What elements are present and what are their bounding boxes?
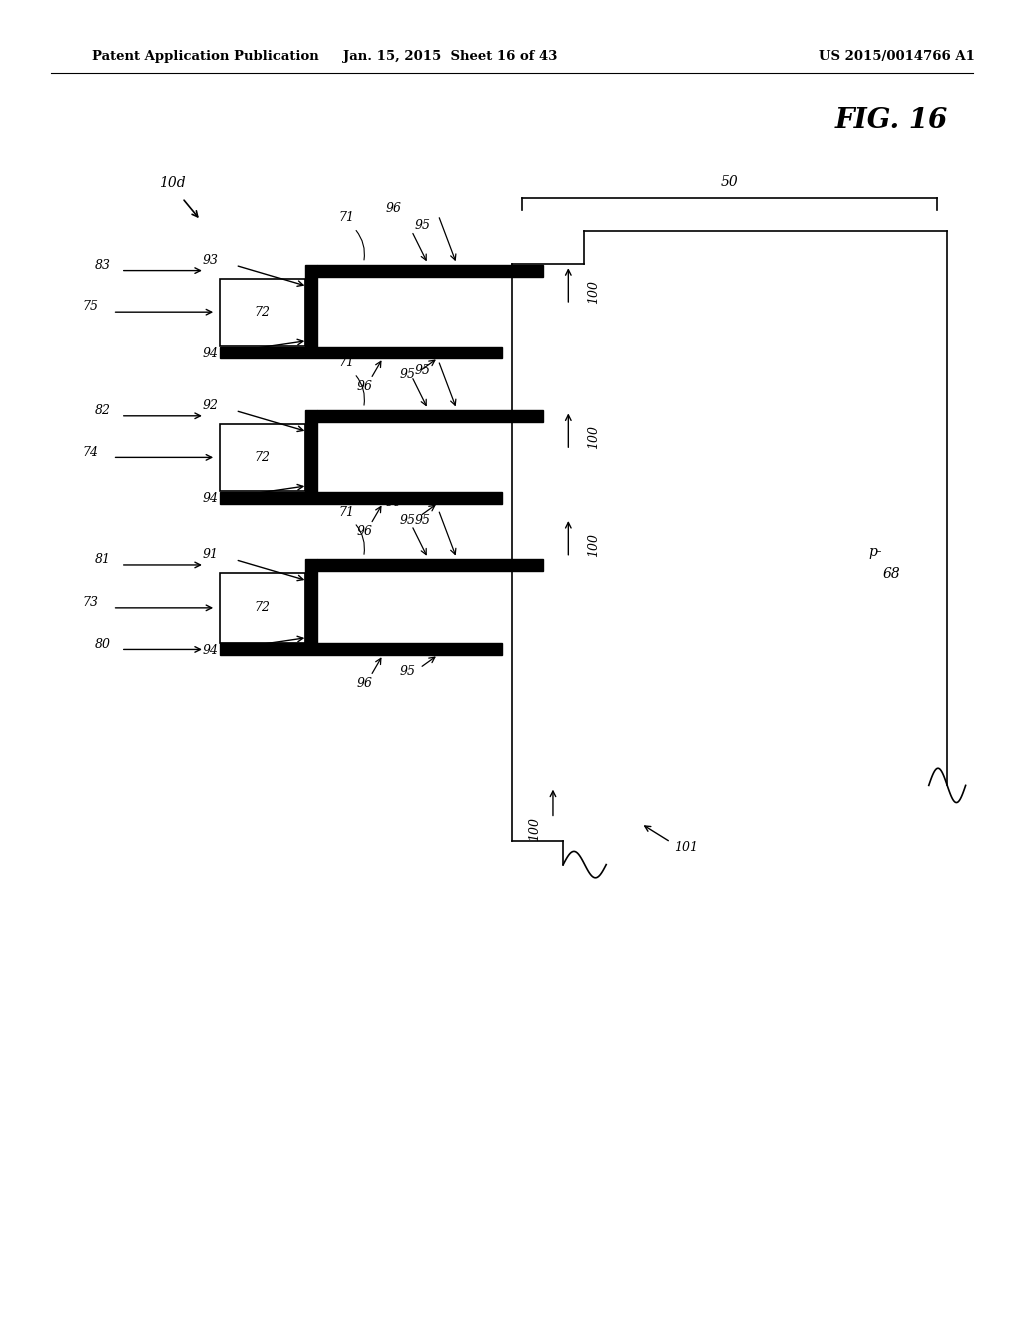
Text: 96: 96	[356, 380, 373, 393]
Text: 95: 95	[399, 368, 416, 381]
Text: 96: 96	[385, 496, 401, 510]
Text: 82: 82	[94, 404, 111, 417]
Text: 96: 96	[356, 677, 373, 690]
Text: Jan. 15, 2015  Sheet 16 of 43: Jan. 15, 2015 Sheet 16 of 43	[343, 50, 558, 63]
Bar	[220, 573, 305, 643]
Text: Patent Application Publication: Patent Application Publication	[92, 50, 318, 63]
Text: 94: 94	[202, 644, 218, 657]
Text: 100: 100	[587, 280, 600, 304]
Text: 96: 96	[356, 525, 373, 539]
Text: US 2015/0014766 A1: US 2015/0014766 A1	[819, 50, 975, 63]
Text: 72: 72	[255, 602, 270, 614]
Text: 81: 81	[94, 553, 111, 566]
Bar	[220, 346, 502, 358]
Text: 74: 74	[82, 446, 98, 458]
Bar	[317, 560, 543, 570]
Text: 83: 83	[94, 259, 111, 272]
Text: 100: 100	[587, 425, 600, 449]
Text: 50: 50	[721, 174, 738, 189]
Bar	[220, 643, 502, 655]
Text: 101: 101	[674, 841, 697, 854]
Text: 93: 93	[202, 253, 218, 267]
Text: 73: 73	[82, 597, 98, 609]
Text: p-: p-	[868, 545, 882, 558]
Text: 100: 100	[587, 532, 600, 557]
Text: 72: 72	[255, 306, 270, 318]
Bar	[305, 409, 317, 496]
Text: 91: 91	[202, 548, 218, 561]
Text: 95: 95	[415, 219, 431, 232]
Text: 94: 94	[202, 347, 218, 360]
Bar	[220, 491, 502, 503]
Text: 96: 96	[385, 347, 401, 360]
Text: 96: 96	[385, 202, 401, 215]
Text: 100: 100	[528, 817, 542, 841]
Bar	[305, 560, 317, 648]
Text: 95: 95	[399, 665, 416, 678]
Text: 94: 94	[202, 492, 218, 506]
Bar	[317, 409, 543, 421]
Text: FIG. 16: FIG. 16	[835, 107, 948, 135]
Bar	[305, 264, 317, 351]
Text: 95: 95	[415, 364, 431, 378]
Text: 80: 80	[94, 638, 111, 651]
Text: 71: 71	[338, 211, 354, 224]
Bar	[220, 424, 305, 491]
Text: 68: 68	[883, 568, 900, 581]
Text: 10d: 10d	[159, 177, 185, 190]
Text: 75: 75	[82, 301, 98, 313]
Text: 72: 72	[255, 451, 270, 463]
Text: 71: 71	[338, 356, 354, 370]
Text: 95: 95	[399, 513, 416, 527]
Text: 95: 95	[415, 513, 431, 527]
Bar	[317, 264, 543, 277]
Text: 92: 92	[202, 399, 218, 412]
Text: 71: 71	[338, 506, 354, 519]
Bar	[220, 279, 305, 346]
